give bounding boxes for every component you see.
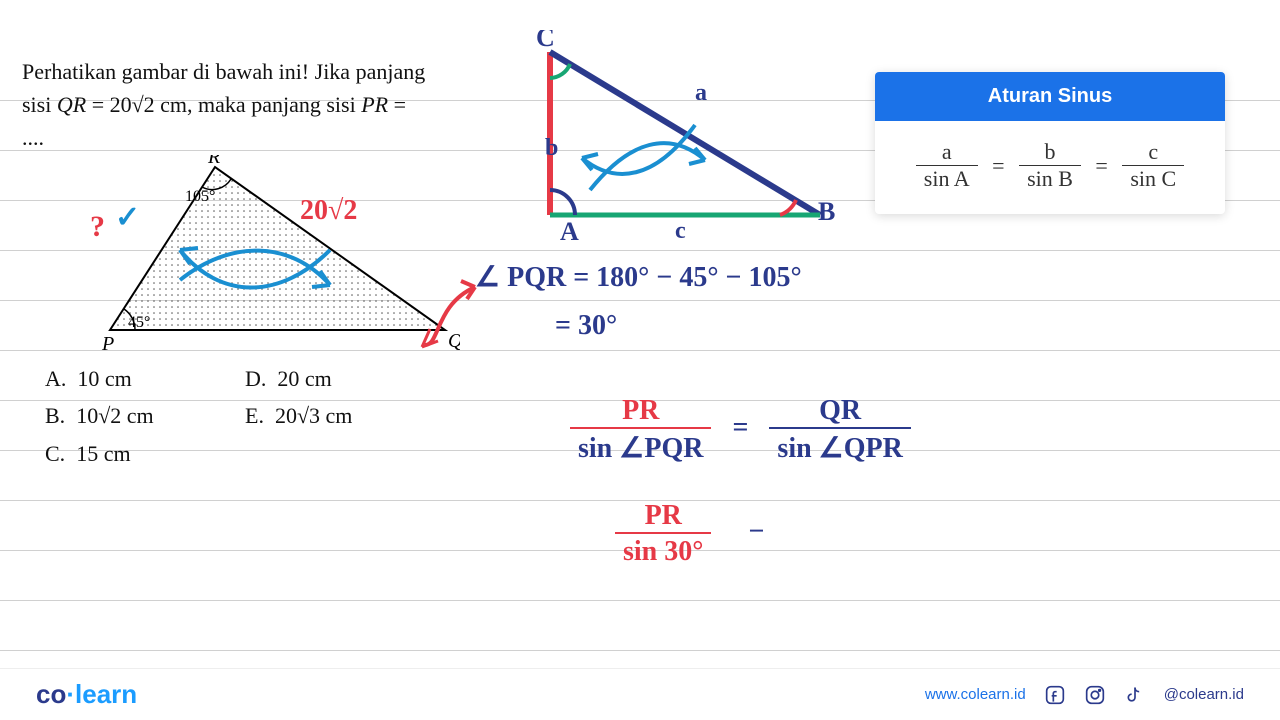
problem-line2-post: cm, maka panjang sisi xyxy=(155,92,362,117)
work-frac-3: PR sin 30° − xyxy=(615,500,764,568)
annot-question: ? xyxy=(90,210,105,244)
work-line-1b: = 30° xyxy=(555,310,617,342)
work-line-1: ∠ PQR = 180° − 45° − 105° xyxy=(475,260,802,294)
option-A: A. 10 cm xyxy=(45,360,245,397)
option-B: B. 10√2 cm xyxy=(45,397,245,434)
ref-label-B: B xyxy=(818,197,835,226)
ref-label-b: b xyxy=(545,135,558,161)
work-frac2-den: sin ∠QPR xyxy=(769,429,910,465)
sine-rule-formula: asin A = bsin B = csin C xyxy=(875,121,1225,214)
problem-text: Perhatikan gambar di bawah ini! Jika pan… xyxy=(22,55,452,154)
footer: co·learn www.colearn.id @colearn.id xyxy=(0,668,1280,720)
label-P: P xyxy=(101,333,114,355)
problem-line2-pre: sisi xyxy=(22,92,57,117)
work-frac3-den: sin 30° xyxy=(615,534,711,568)
ref-label-a: a xyxy=(695,80,707,106)
option-E: E. 20√3 cm xyxy=(245,397,445,434)
work-frac1-den: sin ∠PQR xyxy=(570,429,711,465)
work-frac-eq: = xyxy=(732,412,748,443)
annot-qr-value: 20√2 xyxy=(300,195,357,227)
option-D: D. 20 cm xyxy=(245,360,445,397)
annot-swap-arrow-pqr xyxy=(170,230,350,330)
footer-url: www.colearn.id xyxy=(925,686,1026,703)
ref-label-c: c xyxy=(675,218,686,240)
work-frac1-num: PR xyxy=(570,395,711,429)
work-frac3-eq: − xyxy=(748,516,764,547)
sine-rule-title: Aturan Sinus xyxy=(875,72,1225,121)
work-frac2-num: QR xyxy=(769,395,910,429)
sine-rule-card: Aturan Sinus asin A = bsin B = csin C xyxy=(875,72,1225,214)
problem-line-2: sisi QR = 20√2 cm, maka panjang sisi PR … xyxy=(22,88,452,121)
angle-R: 105° xyxy=(185,188,215,205)
problem-line2-eqend: = xyxy=(388,92,406,117)
reference-triangle: C A B a b c xyxy=(520,30,840,240)
instagram-icon xyxy=(1084,684,1106,706)
ref-label-C: C xyxy=(536,30,555,52)
ref-label-A: A xyxy=(560,217,579,240)
annot-checkmark: ✓ xyxy=(115,200,140,235)
answer-options: A. 10 cm D. 20 cm B. 10√2 cm E. 20√3 cm … xyxy=(45,360,445,472)
tiktok-icon xyxy=(1124,684,1146,706)
work-frac3-num: PR xyxy=(615,500,711,534)
work-frac-1: PR sin ∠PQR = QR sin ∠QPR xyxy=(570,395,911,465)
brand-logo: co·learn xyxy=(36,679,137,710)
footer-handle: @colearn.id xyxy=(1164,686,1244,703)
label-R: R xyxy=(207,155,220,168)
problem-line-1: Perhatikan gambar di bawah ini! Jika pan… xyxy=(22,55,452,88)
facebook-icon xyxy=(1044,684,1066,706)
option-C: C. 15 cm xyxy=(45,435,245,472)
problem-ellipsis: .... xyxy=(22,121,452,154)
